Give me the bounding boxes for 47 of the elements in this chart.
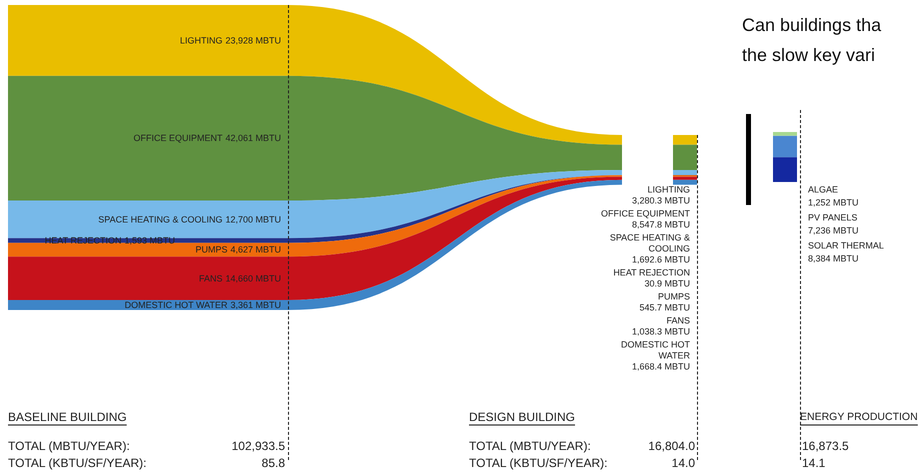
data-label: 14,660 MBTU bbox=[225, 273, 281, 284]
text: the slow key vari bbox=[742, 45, 876, 65]
text: 16,804.0 bbox=[648, 439, 696, 453]
data-label: 8,547.8 MBTU bbox=[632, 220, 690, 230]
data-label: 1,692.6 MBTU bbox=[632, 254, 690, 264]
category-label: ALGAE bbox=[808, 184, 838, 194]
text: TOTAL (MBTU/YEAR): bbox=[469, 439, 591, 453]
text: 85.8 bbox=[262, 456, 286, 470]
text: TOTAL (MBTU/YEAR): bbox=[8, 439, 130, 453]
category-label: PV PANELS bbox=[808, 212, 858, 222]
category-label: FANS bbox=[198, 273, 222, 284]
data-label: 12,700 MBTU bbox=[225, 214, 281, 224]
data-label: 30.9 MBTU bbox=[644, 278, 690, 288]
category-label: FANS bbox=[666, 316, 690, 326]
data-label: 7,236 MBTU bbox=[808, 226, 859, 236]
data-label: 8,384 MBTU bbox=[808, 254, 859, 264]
text: DESIGN BUILDING bbox=[469, 410, 576, 424]
text: ENERGY PRODUCTION bbox=[800, 411, 918, 423]
category-label: PUMPS bbox=[195, 244, 228, 255]
text: BASELINE BUILDING bbox=[8, 410, 127, 424]
text: Can buildings tha bbox=[742, 15, 882, 35]
data-label: 1,252 MBTU bbox=[808, 198, 859, 208]
text: 14.1 bbox=[802, 456, 826, 470]
text: TOTAL (KBTU/SF/YEAR): bbox=[469, 456, 608, 470]
data-label: 4,627 MBTU bbox=[230, 244, 281, 255]
category-label: DOMESTIC HOT WATER bbox=[621, 340, 690, 360]
category-label: HEAT REJECTION bbox=[613, 268, 690, 278]
category-label: DOMESTIC HOT WATER bbox=[124, 300, 228, 310]
category-label: SPACE HEATING & COOLING bbox=[98, 214, 222, 224]
category-label: SPACE HEATING & COOLING bbox=[610, 232, 690, 254]
category-label: PUMPS bbox=[658, 292, 690, 302]
data-label: 3,280.3 MBTU bbox=[632, 196, 690, 206]
text: 16,873.5 bbox=[802, 439, 850, 453]
data-label: 3,361 MBTU bbox=[230, 300, 281, 310]
category-label: LIGHTING bbox=[647, 184, 690, 194]
text: TOTAL (KBTU/SF/YEAR): bbox=[8, 456, 146, 470]
data-label: 1,668.4 MBTU bbox=[632, 362, 690, 372]
text: 102,933.5 bbox=[232, 439, 286, 453]
data-label: 42,061 MBTU bbox=[225, 133, 281, 144]
category-label: OFFICE EQUIPMENT bbox=[133, 133, 223, 144]
text: 14.0 bbox=[672, 456, 696, 470]
category-label: SOLAR THERMAL bbox=[808, 240, 884, 250]
data-label: 545.7 MBTU bbox=[639, 302, 690, 312]
data-label: 23,928 MBTU bbox=[225, 35, 281, 46]
data-label: 1,038.3 MBTU bbox=[632, 326, 690, 336]
category-label: OFFICE EQUIPMENT bbox=[600, 208, 690, 218]
category-label: LIGHTING bbox=[180, 35, 222, 46]
